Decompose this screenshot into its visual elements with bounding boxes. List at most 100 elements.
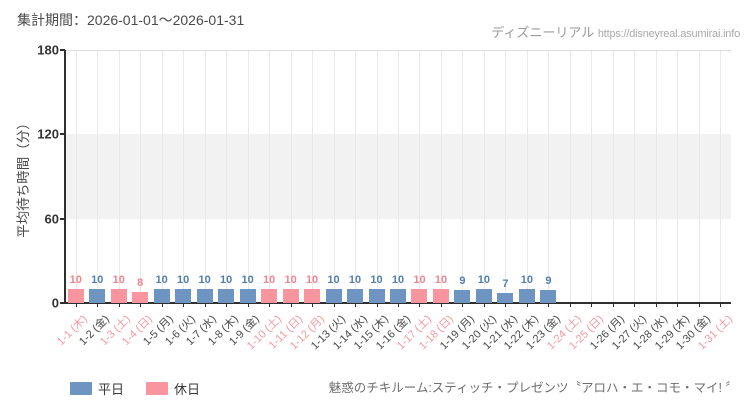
weekday-bar (454, 290, 471, 303)
y-tick-label: 0 (51, 295, 59, 311)
x-tick-mark (419, 303, 421, 307)
holiday-bar (432, 288, 449, 303)
legend-item-holiday: 休日 (146, 379, 200, 398)
grid-line (655, 50, 657, 303)
holiday-bar (304, 288, 321, 303)
holiday-bar (411, 288, 428, 303)
x-tick-mark (398, 303, 399, 307)
x-tick-mark (140, 303, 142, 307)
x-tick-mark (247, 303, 249, 307)
holiday-bar (282, 288, 299, 303)
x-tick-mark (548, 303, 550, 307)
x-tick-mark (161, 303, 163, 307)
grid-line (569, 50, 571, 303)
bar-value-label: 10 (198, 273, 211, 286)
holiday-bar (110, 288, 127, 303)
x-tick-mark (440, 303, 442, 307)
weekday-bar (368, 288, 385, 303)
x-tick-mark (569, 303, 571, 307)
grid-line (677, 50, 679, 303)
grid-line (548, 50, 550, 303)
y-tick-label: 120 (37, 126, 59, 142)
y-tick-mark (60, 133, 65, 136)
bar-value-label: 10 (155, 273, 168, 286)
x-tick-mark (75, 303, 77, 307)
weekday-color-swatch (70, 382, 92, 395)
x-tick-mark (483, 303, 485, 307)
grid-line (118, 50, 120, 303)
x-tick-mark (698, 303, 700, 307)
legend-item-weekday: 平日 (70, 379, 124, 398)
plot-top-border (65, 50, 731, 51)
legend-weekday-label: 平日 (98, 382, 125, 397)
bar-value-label: 10 (348, 273, 362, 286)
grid-line (462, 50, 464, 303)
weekday-bar (540, 290, 557, 303)
weekday-bar (518, 288, 535, 303)
bar-value-label: 10 (241, 273, 254, 286)
y-tick-mark (60, 217, 65, 220)
x-tick-mark (462, 303, 464, 307)
bar-value-label: 10 (220, 273, 233, 286)
x-tick-mark (355, 303, 357, 307)
grid-line (483, 50, 485, 303)
x-tick-mark (226, 303, 228, 307)
grid-line (333, 50, 335, 303)
grid-line (204, 50, 206, 303)
weekday-bar (347, 288, 364, 303)
bar-value-label: 10 (262, 273, 276, 286)
grid-line (612, 50, 614, 303)
bar-value-label: 10 (91, 273, 104, 286)
x-tick-mark (204, 303, 206, 307)
aggregation-period-label: 集計期間：2026-01-01～2026-01-31 (17, 12, 245, 28)
bar-value-label: 10 (284, 273, 297, 286)
y-tick-mark (60, 49, 65, 51)
grid-line (269, 50, 271, 303)
bar-value-label: 10 (434, 273, 448, 286)
attraction-name: 魅惑のチキルーム:スティッチ・プレゼンツ〝アロハ・エ・コモ・マイ! 〞 (328, 381, 738, 395)
x-tick-mark (526, 303, 528, 307)
grid-line (376, 50, 378, 303)
bar-value-label: 10 (520, 273, 534, 286)
x-tick-mark (505, 303, 507, 307)
holiday-color-swatch (146, 382, 169, 395)
bar-value-label: 10 (477, 273, 491, 286)
site-watermark: ディズニーリアル https://disneyreal.asumirai.inf… (491, 22, 740, 41)
grid-line (226, 50, 228, 303)
grid-line (75, 50, 77, 303)
weekday-bar (218, 288, 235, 303)
x-tick-mark (183, 303, 185, 307)
grid-line (505, 50, 507, 303)
grid-line (440, 50, 442, 303)
x-tick-mark (720, 303, 722, 307)
x-tick-mark (677, 303, 679, 307)
grid-line (140, 50, 142, 303)
legend-holiday-label: 休日 (174, 382, 201, 397)
grid-line (634, 50, 636, 303)
bar-value-label: 9 (545, 275, 552, 288)
bar-value-label: 10 (305, 273, 319, 286)
x-tick-mark (376, 303, 378, 307)
bar-value-label: 10 (69, 273, 82, 286)
site-name: ディズニーリアル (491, 25, 595, 40)
grid-line (591, 50, 593, 303)
bar-value-label: 10 (413, 273, 426, 286)
weekday-bar (175, 288, 192, 303)
site-url: https://disneyreal.asumirai.info (597, 28, 740, 40)
bar-value-label: 10 (177, 273, 190, 286)
grid-line (183, 50, 185, 303)
grid-line (419, 50, 421, 303)
bar-value-label: 7 (502, 278, 509, 291)
grid-line (720, 50, 722, 303)
x-tick-mark (269, 303, 271, 307)
bar-value-label: 9 (459, 275, 466, 288)
weekday-bar (325, 288, 342, 303)
weekday-bar (89, 288, 106, 303)
holiday-bar (132, 291, 149, 303)
grid-line (398, 50, 399, 303)
bar-value-label: 10 (391, 273, 405, 286)
x-tick-mark (612, 303, 614, 307)
holiday-bar (261, 288, 278, 303)
y-axis-line (64, 50, 66, 303)
